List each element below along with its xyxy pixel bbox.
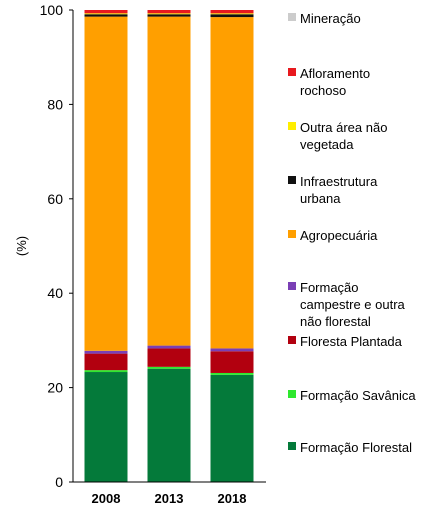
plot-area [84, 10, 254, 482]
legend: Mineração Afloramento rochoso Outra área nã… [288, 11, 416, 455]
legend-label: Formação [300, 280, 359, 295]
legend-label: Formação Savânica [300, 388, 416, 403]
legend-label: Outra área não [300, 120, 387, 135]
bar-segment-2018-5 [210, 14, 254, 18]
y-tick-label: 60 [47, 191, 63, 207]
y-tick-label: 100 [40, 2, 64, 18]
bar-segment-2013-3 [147, 345, 191, 349]
y-tick-label: 20 [47, 380, 63, 396]
bar-segment-2008-2 [84, 353, 128, 371]
legend-swatch [288, 176, 296, 184]
legend-label: vegetada [300, 137, 354, 152]
bar-segment-2008-7 [84, 10, 128, 14]
bar-segment-2018-0 [210, 374, 254, 482]
legend-swatch [288, 282, 296, 290]
legend-label: não florestal [300, 314, 371, 329]
bar-segment-2008-5 [84, 14, 128, 17]
bar-segment-2008-1 [84, 370, 128, 373]
bar-segment-2013-2 [147, 348, 191, 367]
legend-label: campestre e outra [300, 297, 406, 312]
bar-segment-2013-5 [147, 14, 191, 17]
y-tick-label: 0 [55, 474, 63, 490]
bar-segment-2018-4 [210, 17, 254, 349]
bar-segment-2008-3 [84, 350, 128, 354]
legend-label: rochoso [300, 83, 346, 98]
legend-swatch [288, 442, 296, 450]
legend-swatch [288, 390, 296, 398]
x-tick-label: 2018 [218, 491, 247, 506]
bar-segment-2018-7 [210, 10, 254, 14]
legend-swatch [288, 68, 296, 76]
legend-swatch [288, 336, 296, 344]
legend-label: Mineração [300, 11, 361, 26]
bar-segment-2013-0 [147, 368, 191, 482]
y-tick-label: 80 [47, 96, 63, 112]
bar-segment-2018-3 [210, 348, 254, 352]
legend-label: Agropecuária [300, 228, 378, 243]
legend-swatch [288, 13, 296, 21]
legend-swatch [288, 122, 296, 130]
axes: (%) 2008 2013 2018 0 20 40 60 80 100 [14, 2, 266, 506]
bar-segment-2013-7 [147, 10, 191, 14]
x-tick-label: 2008 [92, 491, 121, 506]
legend-label: urbana [300, 191, 341, 206]
bar-segment-2008-0 [84, 372, 128, 482]
legend-label: Floresta Plantada [300, 334, 403, 349]
legend-label: Infraestrutura [300, 174, 378, 189]
bar-segment-2008-4 [84, 16, 128, 351]
x-tick-label: 2013 [155, 491, 184, 506]
legend-label: Formação Florestal [300, 440, 412, 455]
bar-segment-2018-2 [210, 351, 254, 373]
legend-label: Afloramento [300, 66, 370, 81]
legend-swatch [288, 230, 296, 238]
bar-segment-2013-6 [147, 13, 191, 15]
bar-segment-2008-6 [84, 13, 128, 15]
y-tick-label: 40 [47, 285, 63, 301]
bar-segment-2013-1 [147, 366, 191, 369]
bar-segment-2018-1 [210, 372, 254, 375]
bar-segment-2013-4 [147, 16, 191, 346]
y-axis-label: (%) [14, 236, 29, 256]
bar-segment-2018-6 [210, 13, 254, 15]
